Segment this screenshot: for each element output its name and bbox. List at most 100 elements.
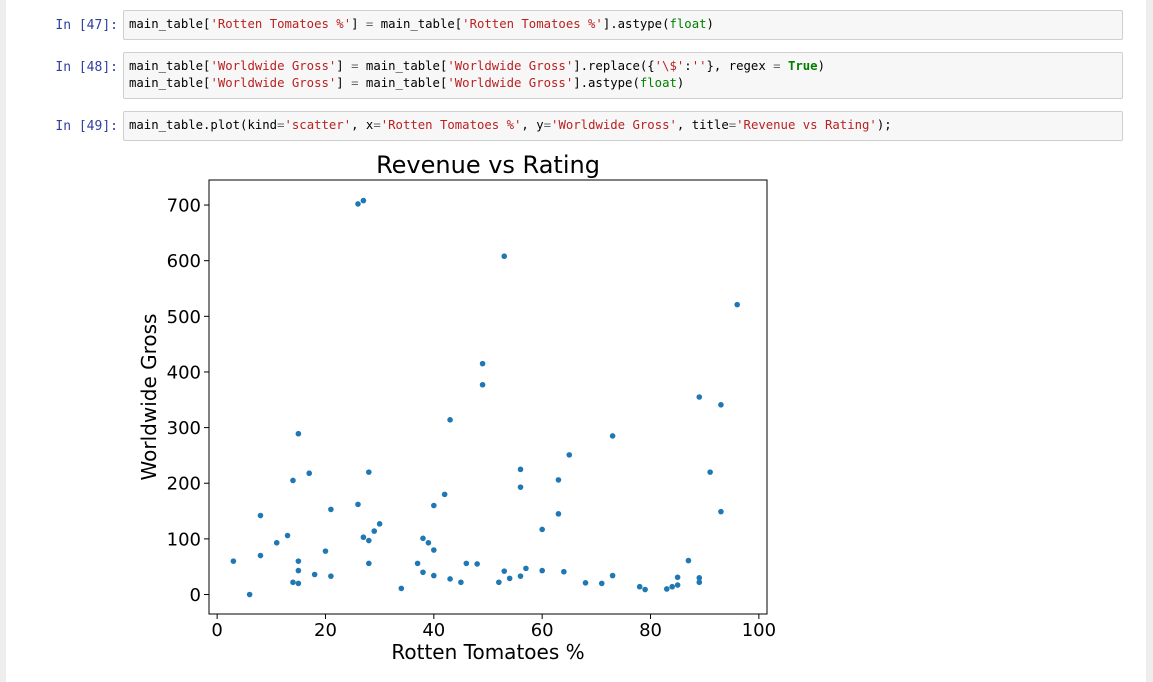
scatter-point [355,201,361,207]
scatter-point [474,561,480,567]
code-token: ); [876,118,892,132]
code-input[interactable]: main_table['Rotten Tomatoes %'] = main_t… [123,10,1123,40]
scatter-point [582,580,589,586]
scatter-point [366,560,372,567]
code-token: '' [691,59,707,73]
scatter-point [398,585,405,592]
code-token: ].astype( [573,76,640,90]
code-token: = [373,118,381,132]
code-token: = [351,76,359,90]
scatter-point [311,571,318,578]
scatter-point [517,573,524,579]
code-token: , y [521,118,544,132]
code-token: main_table[ [129,17,211,31]
scatter-point [290,477,296,484]
code-token: = [351,59,359,73]
y-tick-label: 300 [167,418,201,439]
scatter-point [447,576,453,582]
code-token: = [773,59,781,73]
code-token: 'Worldwide Gross' [551,118,677,132]
code-token: 'Revenue vs Rating' [736,118,877,132]
code-input[interactable]: main_table['Worldwide Gross'] = main_tab… [123,52,1123,99]
scatter-point [420,535,426,542]
scatter-point [295,558,302,564]
scatter-point [674,582,681,588]
scatter-point [366,469,372,475]
scatter-point [501,568,508,574]
x-tick-label: 40 [422,620,445,641]
scatter-point [431,572,437,579]
chart-title: Revenue vs Rating [376,151,600,179]
scatter-point [273,539,280,546]
scatter-point [718,508,724,515]
scatter-point [290,579,296,586]
scatter-point [523,565,529,572]
scatter-point [425,539,432,546]
scatter-point [447,417,453,423]
scatter-point [479,360,486,367]
scatter-point [328,573,334,579]
scatter-point [371,528,378,534]
code-token: ) [676,76,685,90]
scatter-point [376,521,383,527]
scatter-point [328,506,334,513]
code-token: main_table[ [358,76,448,90]
scatter-point [295,430,302,437]
scatter-point [420,569,426,576]
scatter-point [642,586,648,593]
code-token: ].replace({ [573,59,655,73]
code-token: main_table[ [129,59,211,73]
y-tick-label: 0 [190,585,201,606]
cell-prompt: In [47]: [55,18,118,33]
code-token: 'Worldwide Gross' [210,76,337,90]
scatter-point [718,401,724,408]
scatter-point [685,557,692,564]
scatter-point [458,579,464,586]
x-tick-label: 100 [742,620,776,641]
scatter-point [306,470,313,477]
code-token: , x [351,118,374,132]
code-token: }, regex [706,59,774,73]
code-token: , title [676,118,729,132]
scatter-point [366,537,372,544]
scatter-point [696,579,703,586]
scatter-chart-output: Revenue vs Rating 0 20 40 60 80 100 0 100 200 30… [137,151,776,664]
scatter-point [734,301,741,308]
code-line: main_table['Worldwide Gross'] = main_tab… [129,58,1117,75]
code-token: ) [817,59,825,73]
code-input[interactable]: main_table.plot(kind='scatter', x='Rotte… [123,111,1123,141]
code-token: float [669,17,707,31]
code-token: 'Rotten Tomatoes %' [462,17,603,31]
cell-prompt: In [49]: [55,119,118,134]
code-token: main_table[ [129,76,211,90]
scatter-point [517,466,524,473]
code-token: : [684,59,692,73]
scatter-point [598,580,605,587]
scatter-point [496,579,502,586]
code-line: main_table['Rotten Tomatoes %'] = main_t… [129,16,1117,33]
scatter-point [669,583,675,590]
x-axis-label: Rotten Tomatoes % [391,640,584,664]
code-token: 'Rotten Tomatoes %' [210,17,352,31]
code-token [781,59,788,73]
scatter-point [539,526,545,533]
scatter-point [360,534,367,541]
notebook-container: In [47]: main_table['Rotten Tomatoes %']… [6,0,1146,682]
scatter-point [479,381,486,388]
scatter-point [674,574,681,581]
code-token: 'Worldwide Gross' [447,76,574,90]
scatter-point [707,469,713,475]
y-axis-label: Worldwide Gross [137,314,161,481]
y-tick-label: 100 [167,529,201,550]
scatter-point [431,502,437,509]
scatter-point [696,394,703,400]
code-token: '\$' [654,59,685,73]
scatter-point [441,491,448,498]
scatter-point [561,568,567,575]
code-token: = [728,118,737,132]
code-token: ] [351,17,366,31]
y-tick-label: 400 [167,362,201,383]
code-token: ].astype( [602,17,670,31]
y-axis: 0 100 200 300 400 500 600 700 [167,196,209,606]
code-token: = [277,118,285,132]
